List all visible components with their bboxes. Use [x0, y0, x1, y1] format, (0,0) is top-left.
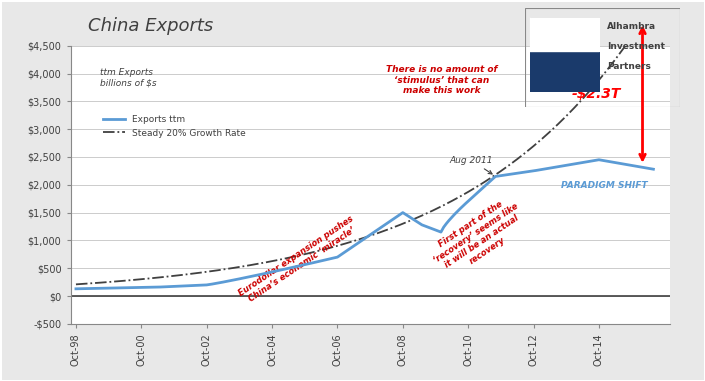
Text: Aug 2011: Aug 2011 — [449, 155, 493, 174]
Text: There is no amount of
‘stimulus’ that can
make this work: There is no amount of ‘stimulus’ that ca… — [386, 65, 498, 95]
Text: Alhambra: Alhambra — [608, 22, 656, 32]
Text: ttm Exports
billions of $s: ttm Exports billions of $s — [101, 68, 157, 87]
Bar — [530, 18, 600, 92]
Polygon shape — [530, 18, 600, 52]
Polygon shape — [530, 18, 600, 52]
Text: Investment: Investment — [608, 42, 666, 51]
Text: Partners: Partners — [608, 62, 651, 71]
Text: First part of the
‘recovery’ seems like
it will be an actual
recovery: First part of the ‘recovery’ seems like … — [427, 193, 532, 282]
Text: China Exports: China Exports — [89, 17, 214, 35]
Text: -$2.3T: -$2.3T — [571, 87, 620, 101]
Text: Eurodollar expansion pushes
China’s economic ‘miracle’: Eurodollar expansion pushes China’s econ… — [238, 214, 361, 307]
Text: PARADIGM SHIFT: PARADIGM SHIFT — [560, 181, 647, 190]
Legend: Exports ttm, Steady 20% Growth Rate: Exports ttm, Steady 20% Growth Rate — [99, 111, 250, 141]
